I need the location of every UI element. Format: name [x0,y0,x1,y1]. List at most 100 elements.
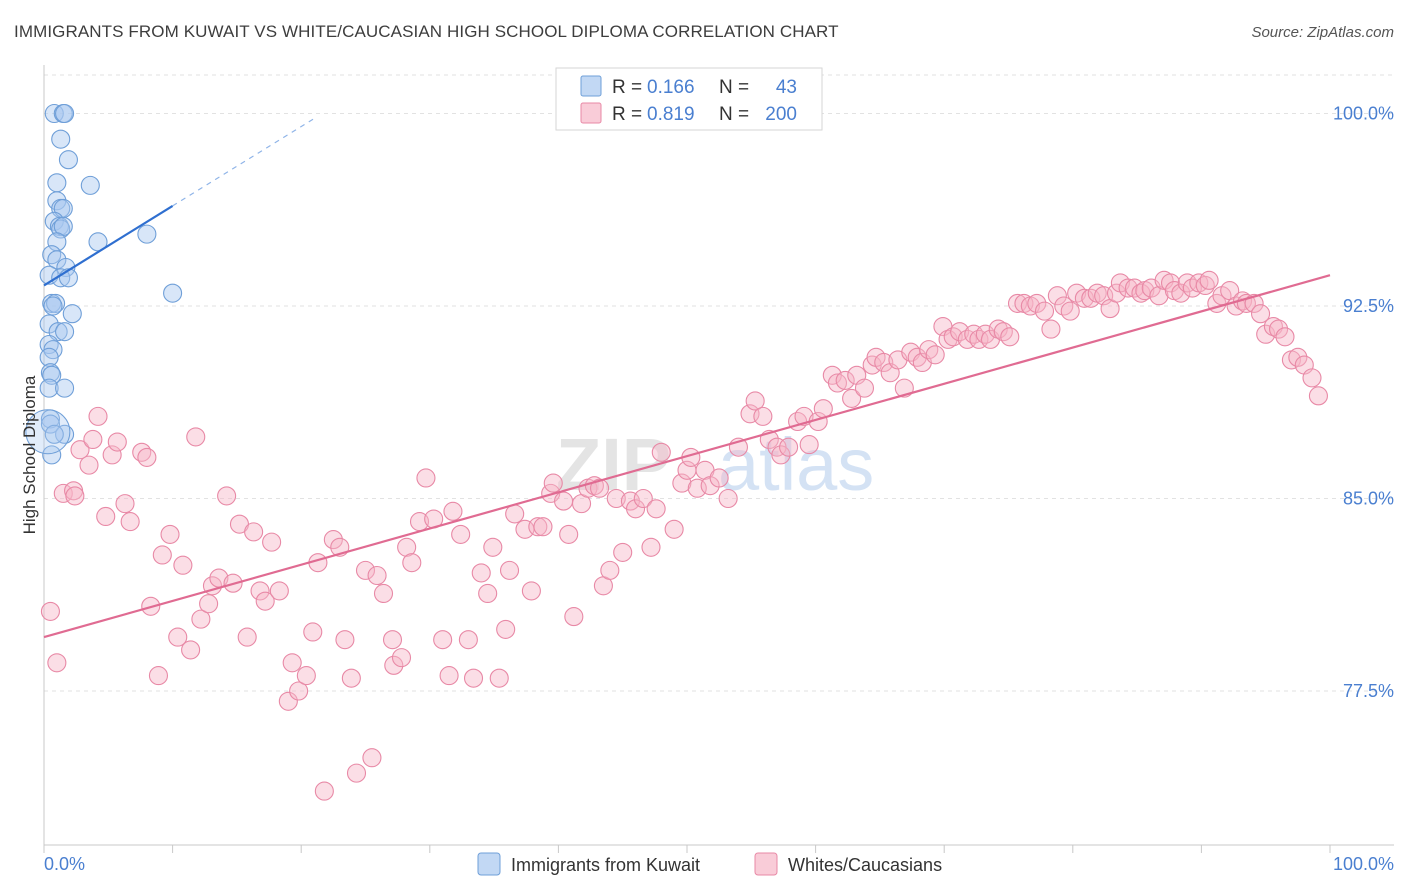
data-point [1034,301,1055,321]
data-point [950,322,970,342]
data-point [120,512,140,532]
data-point [255,591,275,611]
legend-swatch-kuwait [580,75,602,97]
data-point [70,440,90,460]
data-point [993,322,1013,342]
data-point [55,322,75,342]
data-point-large [25,409,71,455]
data-point [646,499,666,519]
data-point [341,668,361,688]
data-point [1149,286,1169,306]
data-point [323,530,343,550]
legend-r-label-kuwait: R = [612,77,642,98]
data-point [62,304,82,324]
data-point [335,630,355,650]
data-point [346,763,367,783]
legend-swatch-whites [580,102,602,124]
data-point [1041,319,1061,339]
data-point [51,129,71,149]
bottom-legend-label-whites: Whites/Caucasians [788,855,942,875]
data-point [58,150,78,170]
data-point [1171,283,1191,303]
data-point [1269,319,1289,339]
bottom-legend: Immigrants from Kuwait Whites/Caucasians [477,852,942,876]
data-point [496,619,516,639]
data-point [443,501,463,521]
data-point [771,445,791,465]
data-point [217,486,237,506]
legend-r-value-whites: 0.819 [647,104,695,125]
data-point [1060,301,1080,321]
data-point [51,219,71,239]
data-point [600,560,620,580]
data-point [925,345,945,365]
data-point [553,491,574,511]
data-point [1118,278,1138,298]
data-point [799,435,819,455]
data-point [779,437,799,457]
data-point [439,666,459,686]
chart-title: IMMIGRANTS FROM KUWAIT VS WHITE/CAUCASIA… [14,22,839,41]
data-point [137,447,157,467]
data-point [282,653,302,673]
data-point [458,630,478,650]
data-point [1195,275,1215,296]
trend-line-whites [43,274,1331,639]
data-point [191,609,211,629]
data-point [590,478,610,498]
data-point [373,583,394,604]
data-point [943,327,963,347]
data-point [416,468,436,488]
data-point [753,406,773,426]
data-point [168,627,188,647]
series-whites-points [40,270,1328,801]
data-point [842,388,862,408]
data-point [1199,270,1219,290]
data-point [47,653,67,673]
data-point [957,329,977,349]
data-point [152,545,172,565]
data-point [489,668,509,688]
data-point [919,340,939,360]
data-point [718,488,738,509]
data-point [1251,304,1271,324]
data-point [463,668,484,688]
data-point [827,373,848,393]
watermark-atlas: atlas [718,423,874,506]
bottom-legend-swatch-whites [754,852,778,876]
data-point [163,283,183,303]
data-point [296,666,316,686]
data-point [521,581,541,601]
data-point [80,175,100,195]
data-point [160,524,180,544]
data-point [262,532,282,552]
data-point [382,630,403,650]
data-point [181,640,201,660]
y-tick-label: 85.0% [1343,489,1394,509]
data-point [1074,288,1094,308]
data-point [391,648,412,668]
data-point [102,445,122,465]
data-point [1000,327,1020,347]
data-point [559,524,579,544]
legend-r-value-kuwait: 0.166 [647,77,695,98]
data-point [1047,286,1067,306]
data-point [938,329,958,349]
data-point [874,352,894,373]
legend-n-label-kuwait: N = [719,77,749,98]
data-point [314,781,334,801]
data-point [40,414,60,434]
data-point [969,329,989,349]
data-point [39,378,59,398]
data-point [55,103,75,124]
data-point [148,666,169,686]
watermark: ZIP atlas [556,423,874,506]
data-point [173,555,193,575]
data-point [1275,327,1295,347]
watermark-zip: ZIP [556,423,671,506]
data-point [96,506,116,527]
data-point [132,442,152,462]
x-tick-left: 0.0% [44,854,85,874]
data-point [613,542,633,562]
data-point [65,486,85,506]
